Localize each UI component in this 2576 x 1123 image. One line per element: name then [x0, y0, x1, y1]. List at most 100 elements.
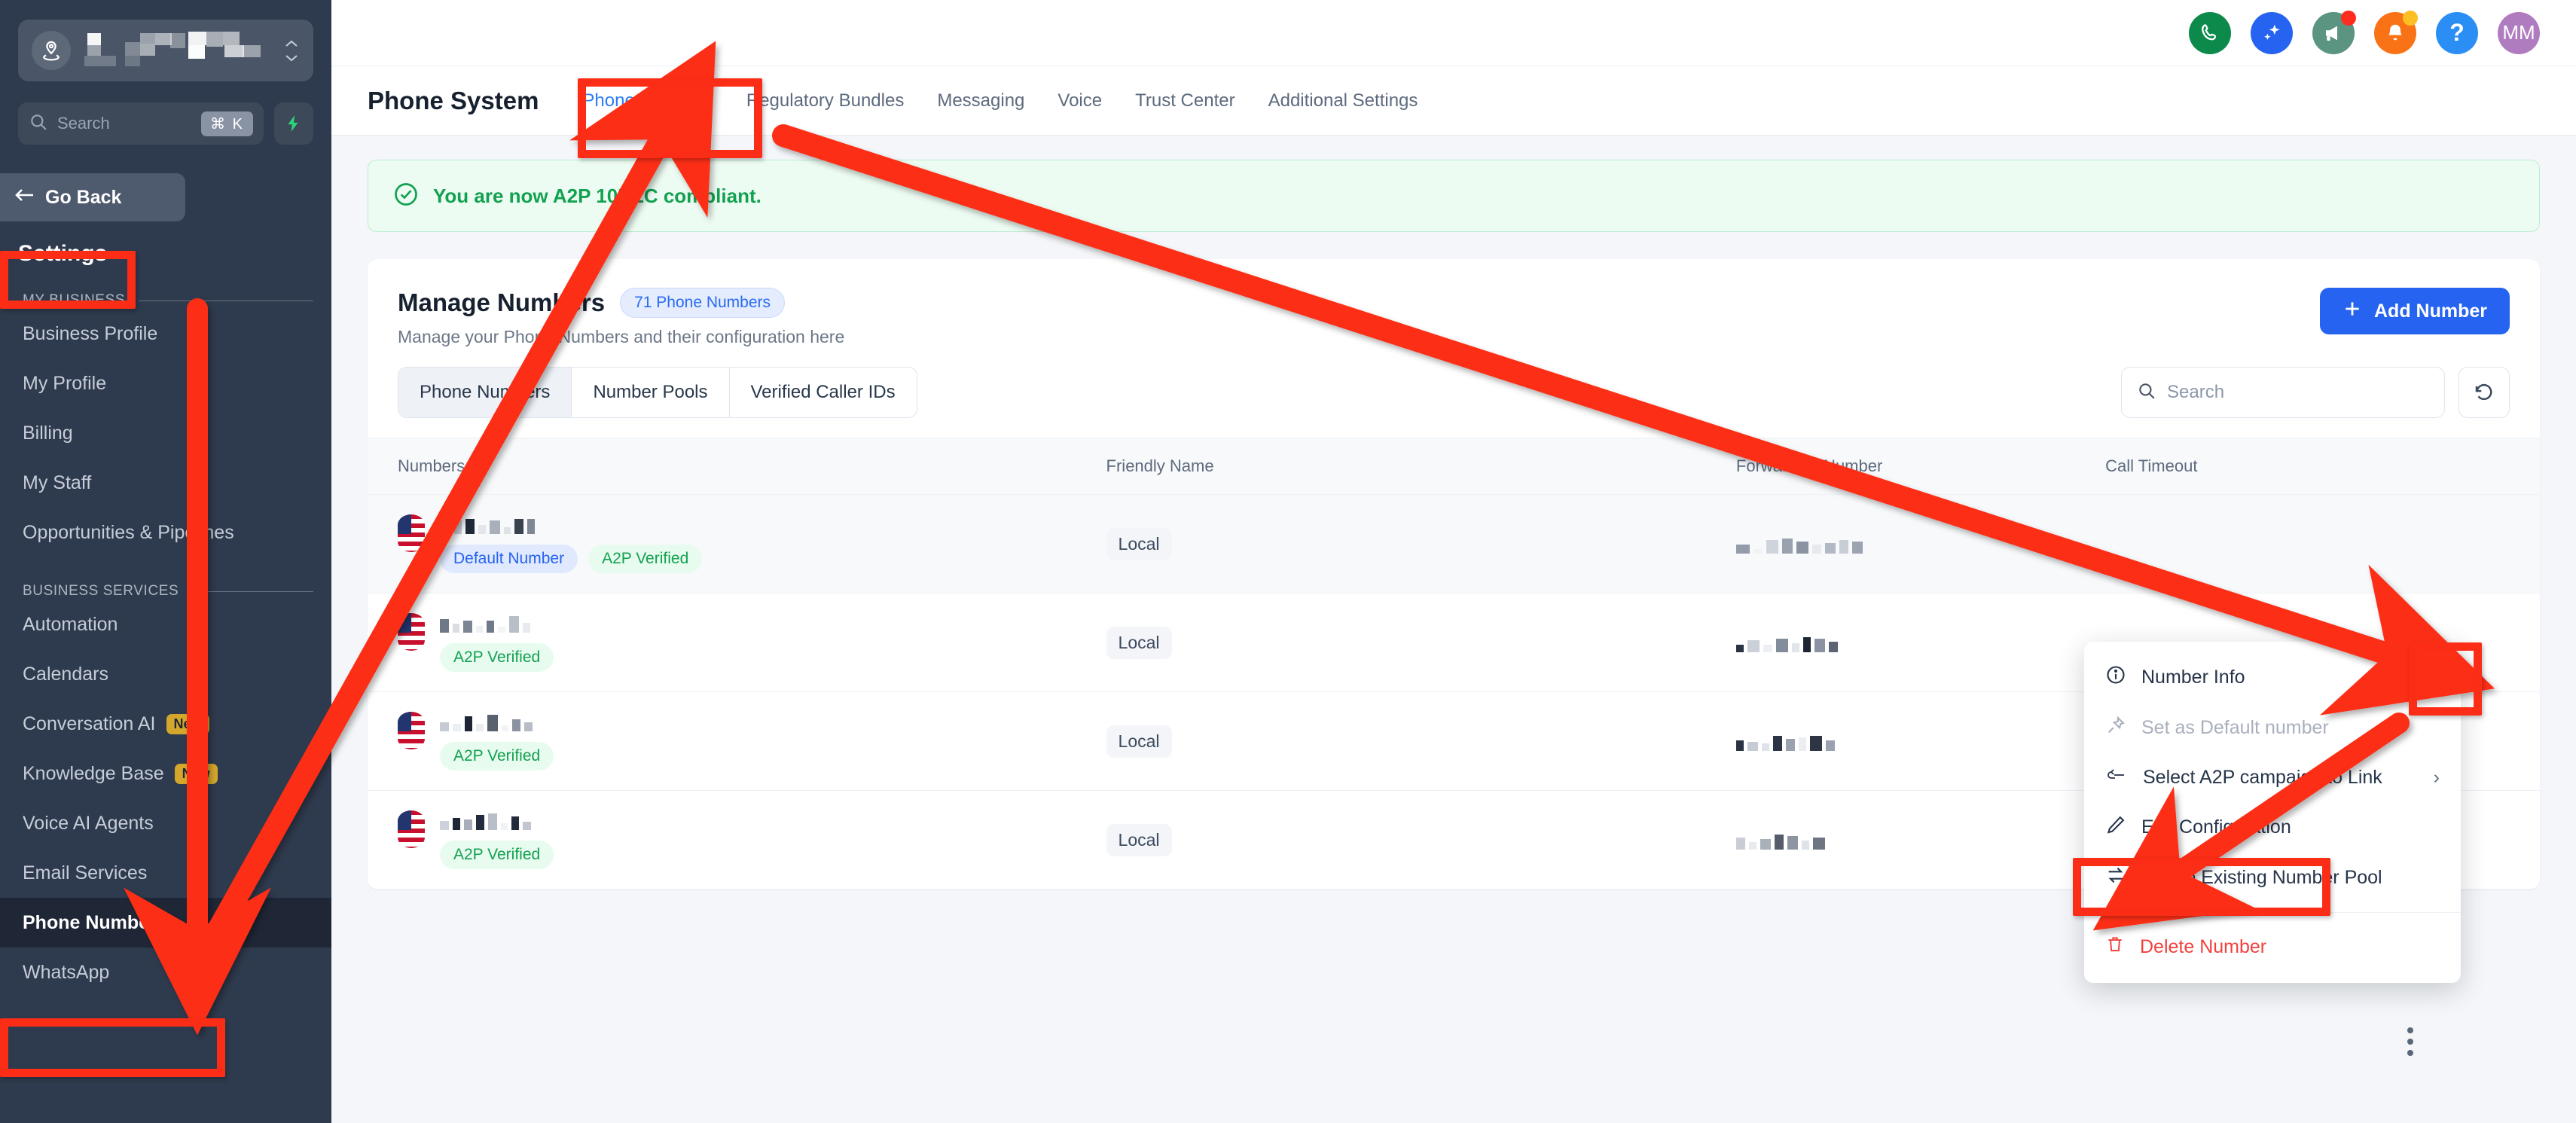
- sidebar-search-shortcut: ⌘ K: [201, 111, 253, 136]
- help-question-icon[interactable]: ?: [2436, 11, 2478, 54]
- sidebar-item-label: Billing: [23, 422, 73, 444]
- segment-verified-caller-ids[interactable]: Verified Caller IDs: [729, 368, 917, 417]
- sidebar-item-label: Automation: [23, 613, 118, 635]
- ctx-select-a2p-campaign[interactable]: Select A2P campaign to Link ›: [2084, 753, 2461, 802]
- sidebar-item-business-profile[interactable]: Business Profile: [0, 309, 331, 359]
- tab-regulatory-bundles[interactable]: Regulatory Bundles: [746, 90, 905, 111]
- sidebar-item-billing[interactable]: Billing: [0, 408, 331, 458]
- sidebar-item-calendars[interactable]: Calendars: [0, 649, 331, 699]
- cell-numbers: A2P Verified: [368, 691, 1106, 791]
- link-icon: [2105, 765, 2128, 790]
- info-circle-icon: [2105, 664, 2126, 691]
- notifications-bell-icon[interactable]: [2374, 10, 2418, 54]
- cell-forwarding-number: [1735, 691, 2106, 791]
- col-numbers: Numbers: [368, 438, 1106, 495]
- cell-numbers: A2P Verified: [368, 593, 1106, 692]
- lightning-bolt-icon[interactable]: [274, 102, 313, 145]
- sidebar-section-my-business: MY BUSINESS: [23, 292, 313, 309]
- section-divider: [192, 590, 313, 592]
- sidebar-item-automation[interactable]: Automation: [0, 600, 331, 649]
- cell-friendly-name: Local: [1106, 494, 1736, 594]
- sidebar-section-label: BUSINESS SERVICES: [23, 583, 179, 599]
- tab-additional-settings[interactable]: Additional Settings: [1268, 90, 1418, 111]
- go-back-label: Go Back: [45, 186, 122, 208]
- add-number-label: Add Number: [2374, 300, 2487, 322]
- friendly-name-pill: Local: [1106, 527, 1172, 560]
- tab-messaging[interactable]: Messaging: [937, 90, 1025, 111]
- sidebar-section-business-services: BUSINESS SERVICES: [23, 583, 313, 600]
- sidebar-item-whatsapp[interactable]: WhatsApp: [0, 948, 331, 997]
- trash-icon: [2105, 934, 2125, 960]
- cell-forwarding-number: [1735, 494, 2106, 594]
- sidebar-search-input[interactable]: Search ⌘ K: [18, 102, 264, 145]
- cell-numbers: Default Number A2P Verified: [368, 494, 1106, 594]
- cell-call-timeout: [2105, 494, 2540, 594]
- sidebar-item-conversation-ai[interactable]: Conversation AI New: [0, 699, 331, 749]
- friendly-name-pill: Local: [1106, 725, 1172, 758]
- sidebar-item-label: Calendars: [23, 663, 108, 685]
- tag-a2p-verified: A2P Verified: [440, 742, 554, 771]
- ai-sparkle-icon[interactable]: [2251, 11, 2293, 54]
- ctx-label: Select A2P campaign to Link: [2143, 767, 2382, 788]
- sidebar-item-label: Phone Numbers: [23, 911, 167, 933]
- ctx-number-info[interactable]: Number Info: [2084, 652, 2461, 703]
- ctx-label: Edit Configuration: [2141, 816, 2291, 838]
- go-back-button[interactable]: Go Back: [0, 173, 185, 221]
- refresh-icon[interactable]: [2458, 367, 2510, 418]
- location-switcher[interactable]: [18, 20, 313, 81]
- col-call-timeout: Call Timeout: [2105, 438, 2540, 495]
- check-circle-icon: [392, 181, 420, 212]
- ctx-add-to-existing-number-pool[interactable]: Add to Existing Number Pool: [2084, 853, 2461, 903]
- ctx-delete-number[interactable]: Delete Number: [2084, 922, 2461, 972]
- sidebar-item-email-services[interactable]: Email Services: [0, 848, 331, 898]
- cell-forwarding-number: [1735, 790, 2106, 890]
- sidebar-item-label: My Profile: [23, 372, 107, 394]
- sidebar-item-label: WhatsApp: [23, 961, 110, 983]
- sidebar-item-my-staff[interactable]: My Staff: [0, 458, 331, 508]
- table-segment-control: Phone Numbers Number Pools Verified Call…: [398, 367, 917, 418]
- ctx-edit-configuration[interactable]: Edit Configuration: [2084, 802, 2461, 853]
- segment-phone-numbers[interactable]: Phone Numbers: [398, 368, 572, 417]
- cell-friendly-name: Local: [1106, 593, 1736, 692]
- table-row[interactable]: Default Number A2P Verified Local: [368, 494, 2540, 594]
- tag-a2p-verified: A2P Verified: [588, 545, 703, 573]
- table-search-placeholder: Search: [2167, 382, 2225, 402]
- friendly-name-pill: Local: [1106, 823, 1172, 856]
- phone-icon[interactable]: [2189, 11, 2231, 54]
- sidebar-item-opportunities-pipelines[interactable]: Opportunities & Pipelines: [0, 508, 331, 557]
- forwarding-number-masked: [1735, 731, 2105, 751]
- sidebar-item-label: My Staff: [23, 471, 92, 493]
- tag-a2p-verified: A2P Verified: [440, 643, 554, 672]
- ctx-label: Delete Number: [2140, 936, 2267, 957]
- tab-trust-center[interactable]: Trust Center: [1135, 90, 1235, 111]
- search-icon: [29, 112, 48, 136]
- avatar[interactable]: MM: [2498, 11, 2540, 54]
- phone-number-masked: [440, 712, 554, 731]
- sidebar-item-voice-ai-agents[interactable]: Voice AI Agents: [0, 798, 331, 848]
- tab-phone-numbers[interactable]: Phone Numbers: [582, 90, 713, 111]
- row-context-menu: Number Info Set as Default number Select…: [2084, 642, 2461, 983]
- chevron-up-down-icon[interactable]: [283, 40, 300, 62]
- segment-number-pools[interactable]: Number Pools: [572, 368, 730, 417]
- ctx-separator: [2084, 912, 2461, 913]
- table-toolbar: Phone Numbers Number Pools Verified Call…: [368, 367, 2540, 418]
- table-search-input[interactable]: Search: [2121, 367, 2445, 418]
- us-flag-icon: [398, 613, 425, 651]
- sidebar-item-my-profile[interactable]: My Profile: [0, 359, 331, 408]
- tab-voice[interactable]: Voice: [1058, 90, 1103, 111]
- page-tabbar: Phone System Phone Numbers Regulatory Bu…: [331, 66, 2576, 136]
- table-header-row: Numbers Friendly Name Forwarding Number …: [368, 438, 2540, 495]
- phone-numbers-count-badge: 71 Phone Numbers: [620, 288, 786, 318]
- plus-icon: [2343, 299, 2362, 324]
- badge-new: New: [174, 763, 218, 784]
- sidebar-item-phone-numbers[interactable]: Phone Numbers: [0, 898, 331, 948]
- sidebar-item-knowledge-base[interactable]: Knowledge Base New: [0, 749, 331, 798]
- compliance-banner: You are now A2P 10DLC compliant.: [368, 160, 2540, 232]
- add-number-button[interactable]: Add Number: [2320, 288, 2510, 334]
- us-flag-icon: [398, 712, 425, 749]
- announcement-megaphone-icon[interactable]: [2312, 10, 2356, 54]
- compliance-banner-text: You are now A2P 10DLC compliant.: [433, 184, 762, 207]
- row-kebab-menu-button[interactable]: [2393, 1021, 2428, 1063]
- cell-friendly-name: Local: [1106, 790, 1736, 890]
- sidebar-item-label: Voice AI Agents: [23, 812, 154, 834]
